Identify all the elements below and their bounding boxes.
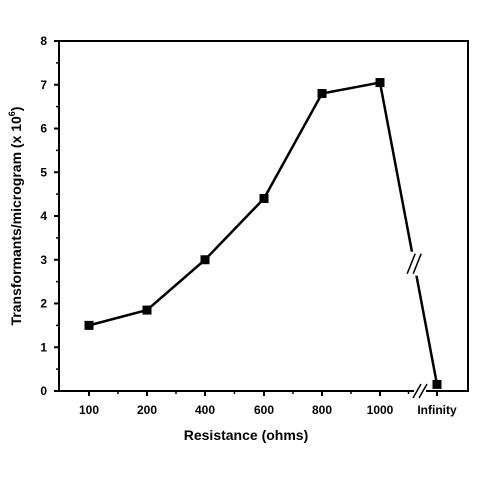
y-tick-label: 8 bbox=[40, 34, 47, 48]
y-tick-label: 7 bbox=[40, 78, 47, 92]
data-point-marker bbox=[84, 320, 94, 330]
data-point-marker bbox=[432, 379, 442, 389]
line-break-slash bbox=[406, 253, 416, 274]
plot-frame bbox=[58, 40, 469, 392]
y-axis-title-main: Transformants/microgram (x 10 bbox=[8, 116, 24, 326]
data-point-marker bbox=[317, 89, 327, 98]
y-tick-label: 3 bbox=[40, 253, 47, 267]
x-tick-label: 1000 bbox=[367, 403, 394, 417]
x-axis-title: Resistance (ohms) bbox=[184, 427, 308, 443]
axis-break-slash bbox=[412, 383, 422, 399]
x-tick-label: 600 bbox=[254, 403, 274, 417]
y-axis-ticks: 0 1 2 3 4 5 6 7 8 bbox=[40, 34, 59, 398]
data-point-marker bbox=[259, 194, 269, 203]
x-tick-label: 200 bbox=[137, 403, 157, 417]
y-tick-label: 5 bbox=[40, 165, 47, 179]
y-tick-label: 2 bbox=[40, 297, 47, 311]
x-tick-label: 100 bbox=[79, 403, 99, 417]
axis-break-marks bbox=[406, 251, 428, 399]
x-tick-label: 400 bbox=[195, 403, 215, 417]
data-point-marker bbox=[142, 305, 152, 315]
axis-break-gap bbox=[414, 387, 426, 395]
y-tick-label: 0 bbox=[40, 384, 47, 398]
x-tick-label: Infinity bbox=[417, 403, 457, 417]
y-tick-label: 4 bbox=[40, 209, 47, 223]
series-line bbox=[88, 81, 439, 385]
x-tick-label: 800 bbox=[312, 403, 332, 417]
y-axis-title: Transformants/microgram (x 106) bbox=[7, 107, 24, 326]
y-axis-title-exponent: 6 bbox=[7, 111, 17, 116]
series-transformants bbox=[84, 78, 442, 389]
x-axis-ticks: 100 200 400 600 800 1000 Infinity bbox=[79, 391, 457, 417]
data-point-marker bbox=[375, 78, 385, 88]
y-tick-label: 6 bbox=[40, 122, 47, 136]
axis-break-slash bbox=[418, 383, 428, 399]
data-point-marker bbox=[200, 255, 210, 265]
y-axis-title-close: ) bbox=[8, 107, 24, 112]
line-break-slash bbox=[412, 253, 422, 274]
y-tick-label: 1 bbox=[40, 340, 47, 354]
line-break-gap bbox=[408, 251, 421, 276]
